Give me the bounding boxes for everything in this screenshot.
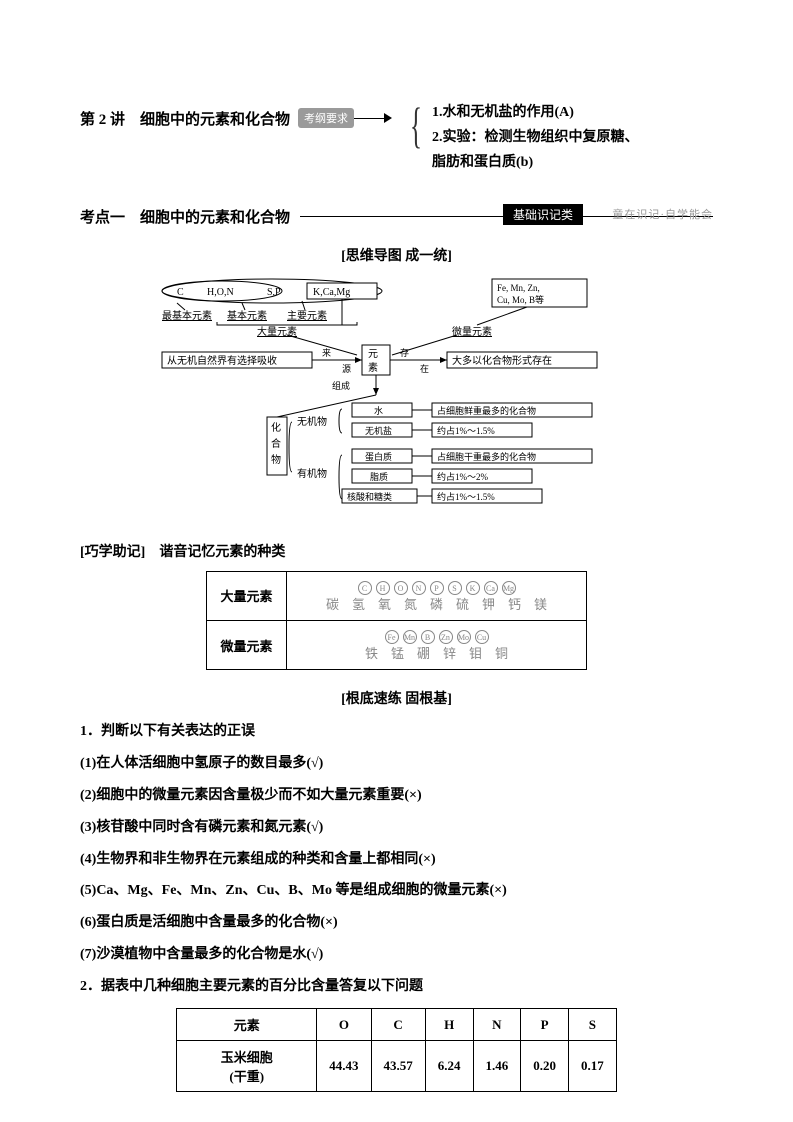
mnemonic-table: 大量元素 CHONPSKCaMg 碳 氢 氧 氮 磷 硫 钾 钙 镁 微量元素 … [206, 571, 587, 671]
svg-text:约占1%～1.5%: 约占1%～1.5% [437, 491, 495, 502]
svg-text:水: 水 [374, 405, 383, 416]
requirement-item: 脂肪和蛋白质(b) [432, 150, 639, 175]
svg-text:合: 合 [271, 437, 281, 450]
svg-text:蛋白质: 蛋白质 [365, 451, 392, 462]
svg-text:无机盐: 无机盐 [365, 425, 392, 436]
table-row-label: 玉米细胞 (干重) [177, 1041, 317, 1092]
section-divider: 基础识记类 童在识记·自学能会 [300, 216, 713, 217]
mnemonic-row1-label: 大量元素 [207, 571, 287, 620]
table-cell: 6.24 [425, 1041, 473, 1092]
svg-text:从无机自然界有选择吸收: 从无机自然界有选择吸收 [167, 354, 277, 367]
mnemonic-title: [巧学助记] 谐音记忆元素的种类 [80, 541, 713, 561]
svg-text:C: C [177, 287, 184, 298]
svg-text:H,O,N: H,O,N [207, 287, 234, 298]
svg-text:占细胞干重最多的化合物: 占细胞干重最多的化合物 [437, 451, 536, 462]
practice-title: [根底速练 固根基] [80, 688, 713, 708]
svg-text:化: 化 [271, 421, 281, 434]
requirement-item: 1.水和无机盐的作用(A) [432, 100, 639, 125]
svg-text:大多以化合物形式存在: 大多以化合物形式存在 [452, 354, 552, 367]
arrow-head-icon [384, 113, 392, 123]
brace-icon: { [410, 100, 422, 150]
mindmap-svg: C H,O,N S,P K,Ca,Mg Fe, Mn, Zn, Cu, Mo, … [157, 277, 637, 527]
svg-text:来: 来 [322, 348, 331, 358]
question-2: 2．据表中几种细胞主要元素的百分比含量答复以下问题 [80, 975, 713, 999]
svg-text:有机物: 有机物 [297, 467, 327, 480]
svg-text:素: 素 [368, 361, 378, 374]
svg-text:源: 源 [342, 364, 351, 374]
table-header: S [569, 1009, 617, 1041]
section-title: 考点一 细胞中的元素和化合物 [80, 206, 290, 227]
question-item: (5)Ca、Mg、Fe、Mn、Zn、Cu、B、Mo 等是组成细胞的微量元素(×) [80, 879, 713, 903]
mindmap-diagram: C H,O,N S,P K,Ca,Mg Fe, Mn, Zn, Cu, Mo, … [80, 277, 713, 527]
svg-text:组成: 组成 [332, 380, 350, 391]
table-header: P [521, 1009, 569, 1041]
chapter-title: 第 2 讲 细胞中的元素和化合物 [80, 108, 290, 129]
table-header: H [425, 1009, 473, 1041]
svg-text:主要元素: 主要元素 [287, 309, 327, 322]
section-tag: 基础识记类 [503, 204, 583, 225]
requirements-list: 1.水和无机盐的作用(A) 2.实验：检测生物组织中复原糖、 脂肪和蛋白质(b) [432, 100, 639, 176]
requirement-item: 2.实验：检测生物组织中复原糖、 [432, 125, 639, 150]
data-table: 元素 O C H N P S 玉米细胞 (干重) 44.43 43.57 6.2… [176, 1008, 617, 1092]
table-row: 玉米细胞 (干重) 44.43 43.57 6.24 1.46 0.20 0.1… [177, 1041, 617, 1092]
table-cell: 43.57 [371, 1041, 425, 1092]
table-header: O [317, 1009, 371, 1041]
question-item: (6)蛋白质是活细胞中含量最多的化合物(×) [80, 911, 713, 935]
svg-text:脂质: 脂质 [370, 471, 388, 482]
svg-text:物: 物 [271, 453, 281, 466]
mindmap-title: [思维导图 成一统] [80, 245, 713, 265]
svg-text:元: 元 [368, 349, 378, 360]
svg-text:无机物: 无机物 [297, 415, 327, 428]
table-header: C [371, 1009, 425, 1041]
svg-text:在: 在 [420, 363, 429, 374]
question-item: (4)生物界和非生物界在元素组成的种类和含量上都相同(×) [80, 848, 713, 872]
question-item: (2)细胞中的微量元素因含量极少而不如大量元素重要(×) [80, 784, 713, 808]
svg-text:存: 存 [400, 347, 409, 358]
mnemonic-row2-content: FeMnBZnMoCu 铁 锰 硼 锌 钼 铜 [287, 620, 587, 669]
question-item: (1)在人体活细胞中氢原子的数目最多(√) [80, 752, 713, 776]
svg-text:占细胞鲜重最多的化合物: 占细胞鲜重最多的化合物 [437, 405, 536, 416]
svg-text:微量元素: 微量元素 [452, 325, 492, 338]
section-header: 考点一 细胞中的元素和化合物 基础识记类 童在识记·自学能会 [80, 206, 713, 227]
svg-text:K,Ca,Mg: K,Ca,Mg [313, 287, 350, 298]
requirement-badge: 考纲要求 [298, 108, 354, 128]
arrow-line-icon [354, 118, 384, 119]
mnemonic-row1-content: CHONPSKCaMg 碳 氢 氧 氮 磷 硫 钾 钙 镁 [287, 571, 587, 620]
table-cell: 0.20 [521, 1041, 569, 1092]
table-cell: 1.46 [473, 1041, 521, 1092]
table-header-row: 元素 O C H N P S [177, 1009, 617, 1041]
svg-text:S,P: S,P [267, 287, 281, 298]
table-cell: 44.43 [317, 1041, 371, 1092]
svg-text:核酸和糖类: 核酸和糖类 [347, 491, 392, 502]
table-cell: 0.17 [569, 1041, 617, 1092]
table-header: N [473, 1009, 521, 1041]
section-subtitle: 童在识记·自学能会 [612, 206, 713, 222]
question-item: (7)沙漠植物中含量最多的化合物是水(√) [80, 943, 713, 967]
table-row: 微量元素 FeMnBZnMoCu 铁 锰 硼 锌 钼 铜 [207, 620, 587, 669]
table-header: 元素 [177, 1009, 317, 1041]
question-item: (3)核苷酸中同时含有磷元素和氮元素(√) [80, 816, 713, 840]
svg-text:Fe, Mn, Zn,: Fe, Mn, Zn, [497, 283, 540, 293]
arrow-badge: 考纲要求 [298, 108, 392, 128]
svg-text:约占1%～1.5%: 约占1%～1.5% [437, 425, 495, 436]
question-1: 1．判断以下有关表达的正误 [80, 720, 713, 744]
svg-text:基本元素: 基本元素 [227, 309, 267, 322]
table-row: 大量元素 CHONPSKCaMg 碳 氢 氧 氮 磷 硫 钾 钙 镁 [207, 571, 587, 620]
mnemonic-row2-label: 微量元素 [207, 620, 287, 669]
svg-text:约占1%～2%: 约占1%～2% [437, 471, 488, 482]
svg-text:最基本元素: 最基本元素 [162, 309, 212, 322]
chapter-header: 第 2 讲 细胞中的元素和化合物 考纲要求 { 1.水和无机盐的作用(A) 2.… [80, 100, 713, 176]
svg-text:Cu, Mo, B等: Cu, Mo, B等 [497, 294, 544, 305]
